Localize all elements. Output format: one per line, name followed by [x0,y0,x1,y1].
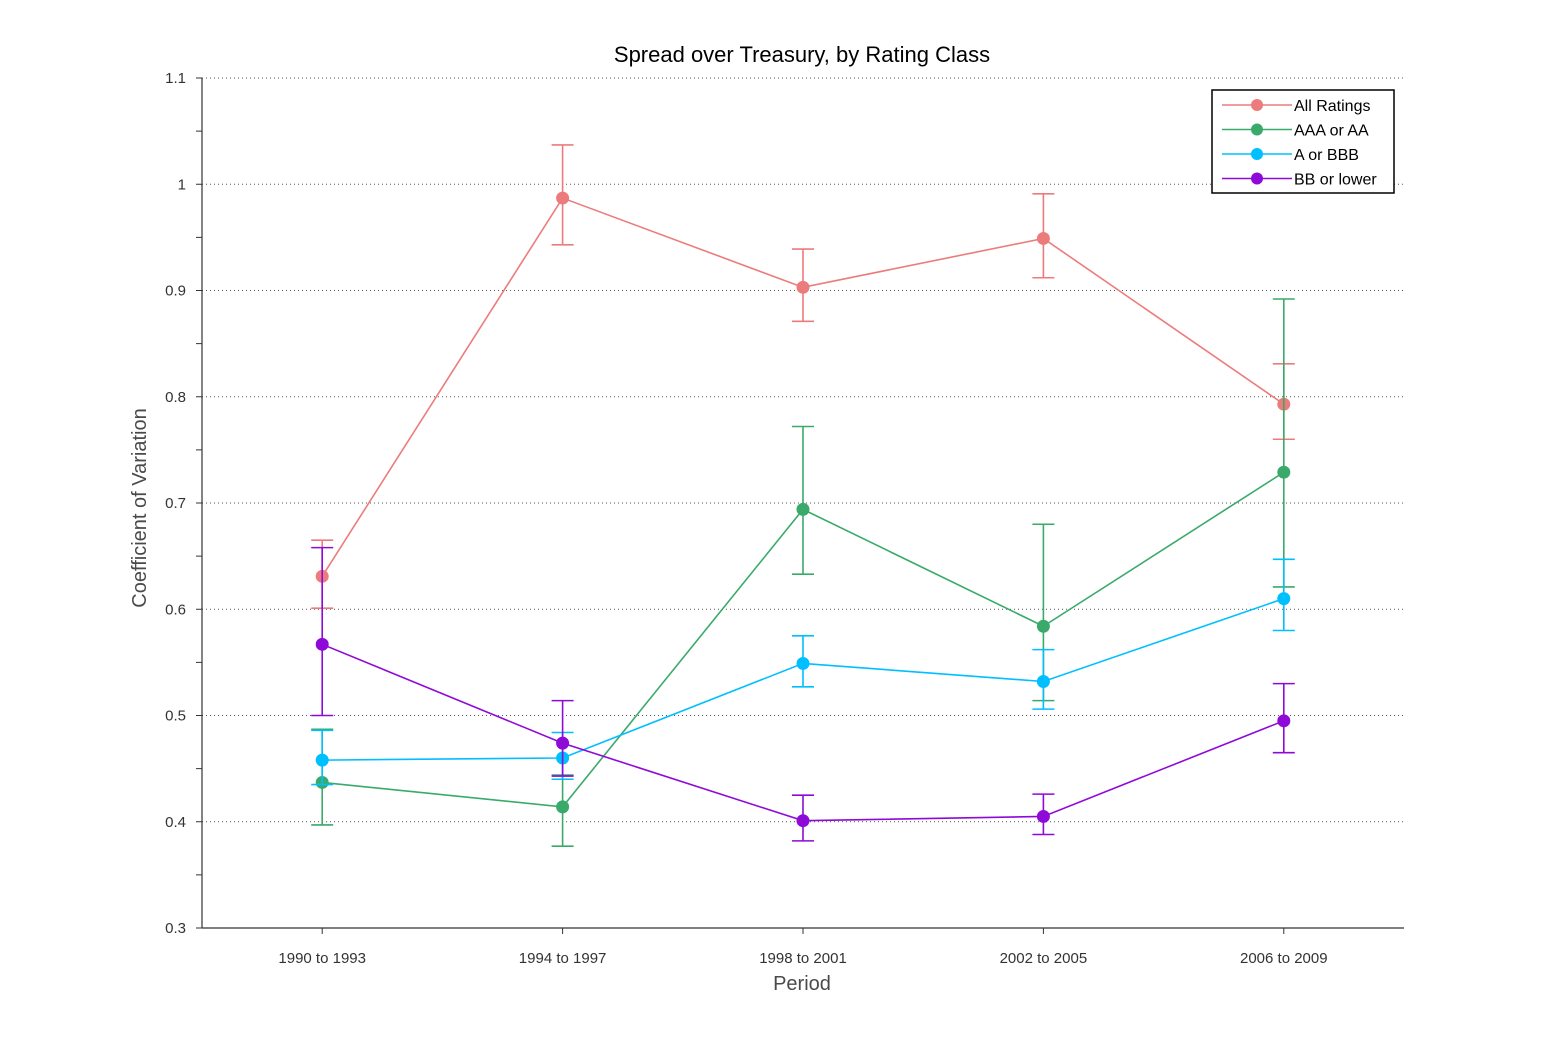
x-tick-label: 2006 to 2009 [1240,950,1328,967]
y-tick-label: 0.7 [165,495,186,512]
x-tick-label: 1998 to 2001 [759,950,847,967]
data-point [796,280,810,294]
y-tick-label: 0.3 [165,920,186,937]
data-point [556,191,570,205]
x-tick-label: 2002 to 2005 [1000,950,1088,967]
legend-marker [1251,148,1263,160]
y-axis-title: Coefficient of Variation [129,408,151,607]
data-point [796,814,810,828]
legend-label: AAA or AA [1294,123,1369,140]
data-point [1036,231,1050,245]
legend-marker [1251,123,1263,136]
series-group [311,298,1295,847]
legend-marker [1251,172,1263,185]
data-point [796,502,810,516]
data-point [796,656,810,670]
data-point [1277,592,1291,606]
data-point [556,800,570,814]
y-tick-label: 0.5 [165,708,186,725]
data-point [1036,619,1050,633]
chart-title: Spread over Treasury, by Rating Class [614,42,990,67]
series-layer [311,144,1295,847]
legend-label: BB or lower [1294,172,1377,189]
y-tick-label: 0.6 [165,601,186,618]
data-point [556,736,570,750]
x-tick-label: 1990 to 1993 [278,950,366,967]
x-tick-label: 1994 to 1997 [519,950,607,967]
data-point [315,637,329,651]
data-point [1277,465,1291,479]
series-group [311,144,1295,609]
data-point [1277,714,1291,728]
series-group [311,546,1295,842]
y-tick-label: 0.4 [165,814,186,831]
x-axis-title: Period [773,973,831,995]
axes: 0.3 0.4 0.5 0.6 0.7 0.8 0.9 1 1.1 1990 to 1993 199… [165,70,1404,967]
data-point [1036,675,1050,688]
y-tick-label: 0.9 [165,283,186,300]
y-tick-label: 0.8 [165,389,186,406]
y-tick-label: 1.1 [165,70,186,87]
legend-box [1211,89,1395,194]
legend-label: A or BBB [1294,147,1359,164]
legend-marker [1251,99,1263,111]
legend-label: All Ratings [1294,98,1370,115]
data-point [1036,809,1050,823]
y-tick-label: 1 [178,176,186,193]
legend: All Ratings AAA or AA A or BBB BB or lower [1211,89,1395,194]
data-point [315,753,329,767]
